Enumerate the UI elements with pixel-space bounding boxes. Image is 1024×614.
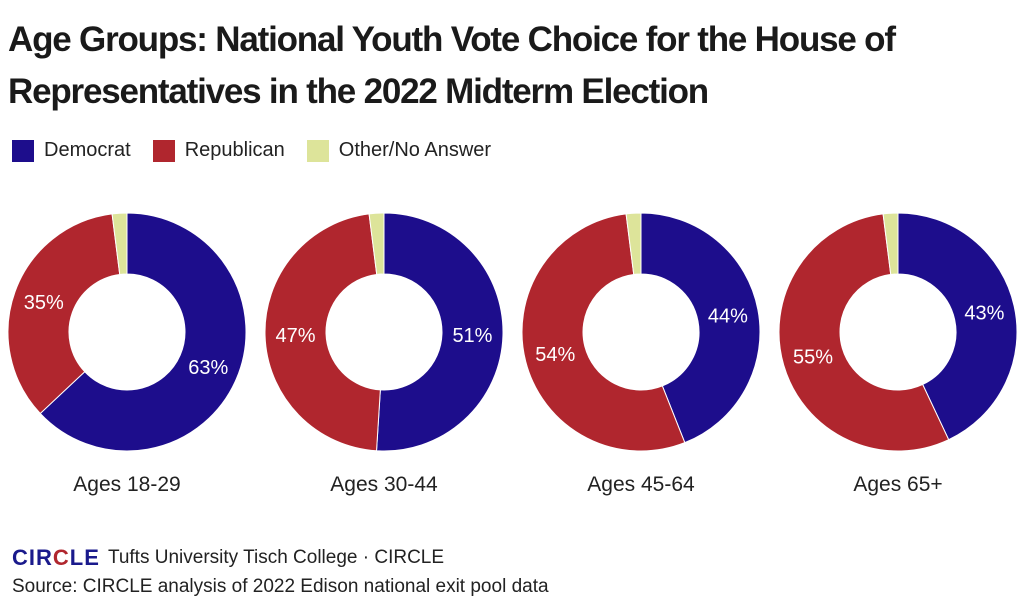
data-label-republican-0: 35% (24, 292, 64, 314)
category-label-2: Ages 45-64 (587, 473, 695, 496)
data-label-democrat-2: 44% (708, 305, 748, 327)
slice-republican-2 (521, 213, 686, 452)
slice-republican-0 (7, 213, 121, 415)
donut-charts: 63% 35% Ages 18-29 51% 47% Ages 30-44 44% 54% Ag… (7, 212, 1018, 496)
legend-swatch-republican (152, 139, 175, 162)
legend-item-democrat: Democrat (12, 139, 131, 162)
footer-brand: CIRCLE Tufts University Tisch College · … (12, 545, 444, 571)
legend-item-other: Other/No Answer (306, 139, 492, 162)
source-note: Source: CIRCLE analysis of 2022 Edison n… (12, 576, 549, 597)
slice-other-1 (368, 212, 385, 276)
slice-other-3 (882, 212, 899, 276)
data-label-republican-3: 55% (793, 347, 833, 369)
legend-swatch-democrat (12, 139, 34, 162)
slice-democrat-3 (897, 212, 1018, 441)
category-label-0: Ages 18-29 (73, 473, 180, 496)
legend-label-democrat: Democrat (44, 139, 131, 161)
category-label-1: Ages 30-44 (330, 473, 438, 496)
data-label-democrat-1: 51% (452, 325, 492, 347)
legend-item-republican: Republican (152, 139, 285, 162)
data-label-republican-1: 47% (276, 325, 316, 347)
legend: Democrat Republican Other/No Answer (12, 139, 513, 162)
brand-text: Tufts University Tisch College · CIRCLE (107, 547, 445, 568)
legend-swatch-other (306, 139, 329, 162)
category-label-3: Ages 65+ (853, 473, 942, 496)
chart-title: Age Groups: National Youth Vote Choice f… (8, 20, 896, 111)
slice-other-2 (625, 212, 642, 276)
legend-label-republican: Republican (184, 139, 285, 161)
slice-democrat-1 (375, 212, 504, 452)
data-label-democrat-0: 63% (188, 357, 228, 379)
slice-other-0 (111, 212, 128, 276)
legend-label-other: Other/No Answer (338, 139, 492, 161)
slice-democrat-2 (640, 212, 761, 444)
slice-republican-3 (778, 213, 950, 452)
slice-democrat-0 (39, 212, 247, 452)
slice-republican-1 (264, 213, 381, 452)
data-label-republican-2: 54% (535, 344, 575, 366)
data-label-democrat-3: 43% (964, 303, 1004, 325)
circle-logo: CIRCLE (12, 545, 100, 570)
